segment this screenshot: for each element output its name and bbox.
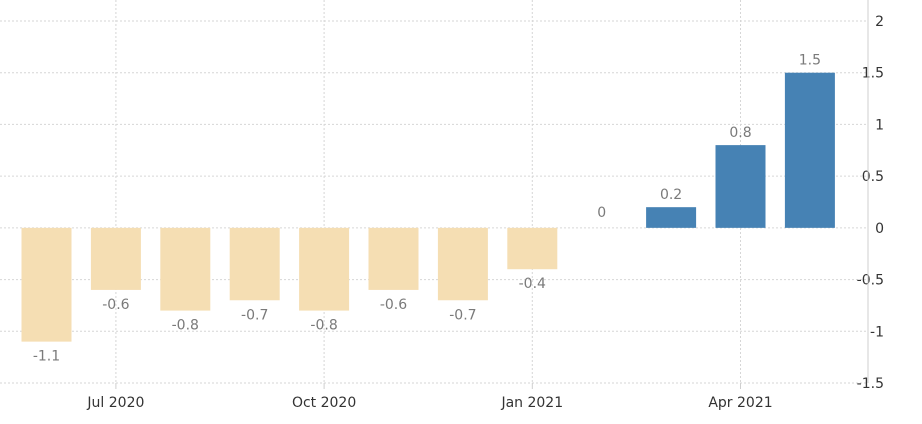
y-tick-label: -0.5 xyxy=(857,273,884,289)
y-tick-label: 0.5 xyxy=(862,169,884,185)
data-label: 0.8 xyxy=(729,125,751,141)
data-labels-layer: -1.1 -0.6 -0.8 -0.7 -0.8 -0.6 -0.7 -0.4 0 0.2 0.8 1… xyxy=(33,53,821,365)
bar xyxy=(784,72,835,228)
data-label: -0.4 xyxy=(519,276,546,292)
data-label: -1.1 xyxy=(33,349,60,365)
x-tick-label: Apr 2021 xyxy=(708,395,772,411)
x-tick-label: Jan 2021 xyxy=(500,395,563,411)
bar xyxy=(715,145,766,228)
y-tick-label: -1 xyxy=(870,324,884,340)
bar xyxy=(160,227,211,311)
bar xyxy=(299,227,350,311)
data-label: -0.7 xyxy=(241,307,268,323)
bar xyxy=(21,227,72,342)
y-tick-label: 1.5 xyxy=(862,66,884,82)
data-label: 1.5 xyxy=(799,53,821,69)
bar xyxy=(646,207,697,228)
data-label: -0.8 xyxy=(310,318,337,334)
grid-layer xyxy=(0,0,868,384)
bar xyxy=(507,227,558,270)
bar xyxy=(368,227,419,290)
data-label: -0.8 xyxy=(172,318,199,334)
data-label: -0.7 xyxy=(449,307,476,323)
y-tick-label: -1.5 xyxy=(857,376,884,392)
bar xyxy=(229,227,280,301)
axis-layer: 2 1.5 1 0.5 0 -0.5 -1 -1.5 Jul 2020 Oct 2020 Jan 2… xyxy=(86,0,884,411)
data-label: 0 xyxy=(597,205,606,221)
data-label: -0.6 xyxy=(102,297,129,313)
data-label: -0.6 xyxy=(380,297,407,313)
bar xyxy=(437,227,488,301)
x-tick-label: Jul 2020 xyxy=(86,395,144,411)
bar xyxy=(90,227,141,290)
bars-layer xyxy=(21,72,835,342)
data-label: 0.2 xyxy=(660,187,682,203)
y-tick-label: 2 xyxy=(875,14,884,30)
x-tick-label: Oct 2020 xyxy=(292,395,356,411)
y-tick-label: 1 xyxy=(875,117,884,133)
y-tick-label: 0 xyxy=(875,221,884,237)
